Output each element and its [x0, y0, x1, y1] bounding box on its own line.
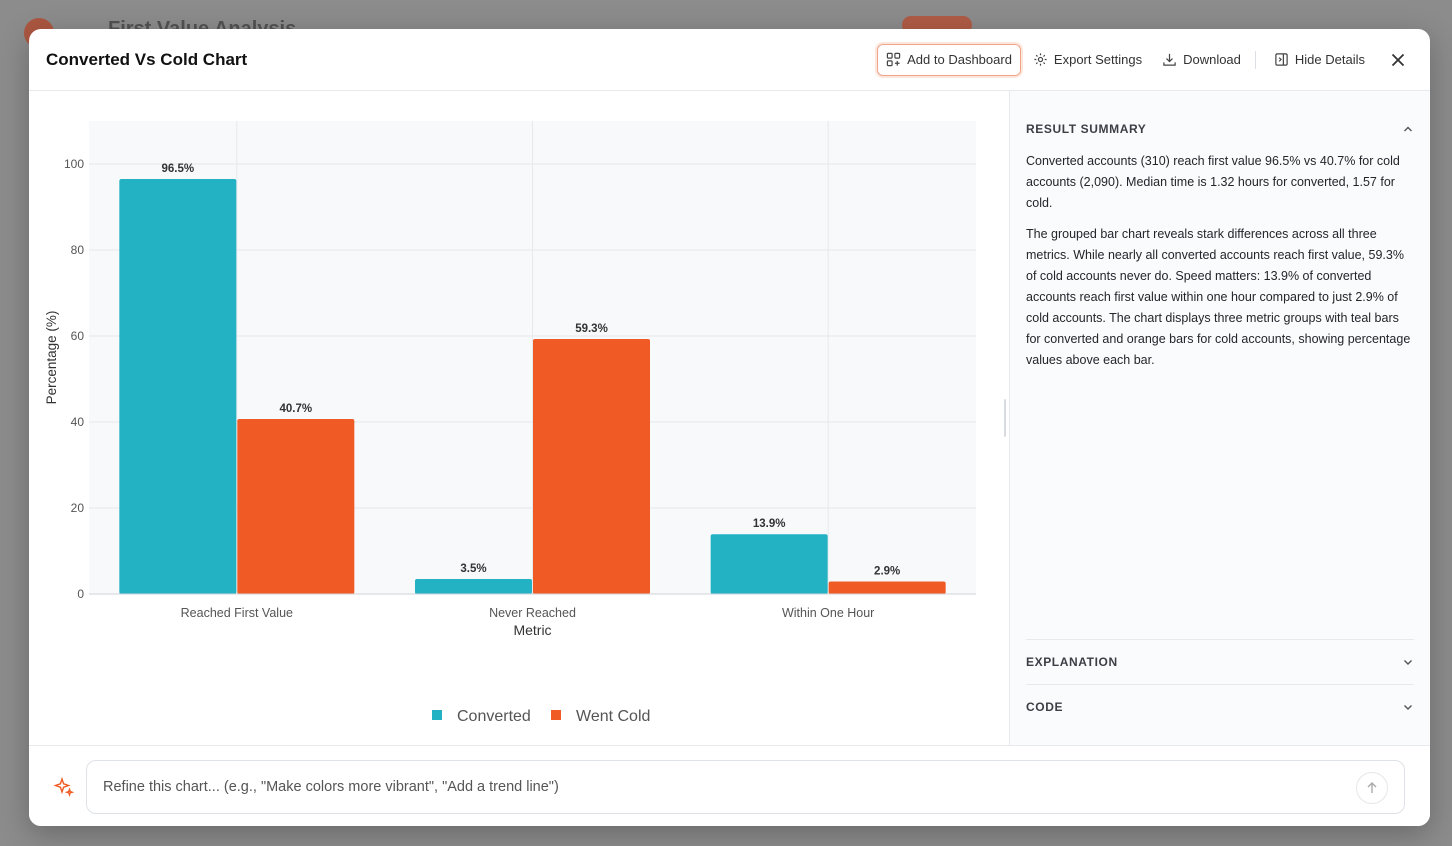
x-axis-title: Metric: [513, 622, 551, 638]
modal-header: Converted Vs Cold Chart Add to Dashboard…: [29, 29, 1430, 91]
data-label: 3.5%: [460, 563, 486, 575]
export-settings-label: Export Settings: [1053, 52, 1143, 67]
refine-chart-input[interactable]: [103, 761, 1343, 813]
bar-went-cold: [533, 339, 650, 594]
code-header[interactable]: CODE: [1026, 685, 1414, 729]
panel-divider: [1009, 91, 1010, 745]
add-to-dashboard-label: Add to Dashboard: [907, 52, 1012, 67]
result-summary-title: RESULT SUMMARY: [1026, 122, 1147, 136]
data-label: 59.3%: [575, 323, 608, 335]
close-button[interactable]: [1383, 45, 1413, 75]
y-tick-label: 60: [71, 329, 85, 343]
bar-went-cold: [828, 581, 946, 594]
details-panel: RESULT SUMMARY Converted accounts (310) …: [1010, 91, 1430, 745]
send-button[interactable]: [1356, 772, 1388, 804]
download-button[interactable]: Download: [1154, 44, 1249, 76]
data-label: 13.9%: [753, 518, 786, 530]
y-tick-label: 80: [71, 243, 85, 257]
chart-modal: Converted Vs Cold Chart Add to Dashboard…: [29, 29, 1430, 826]
bar-converted: [710, 534, 828, 594]
refine-footer: [29, 745, 1430, 826]
close-icon: [1391, 53, 1405, 66]
modal-title: Converted Vs Cold Chart: [46, 49, 248, 69]
header-separator: [1254, 50, 1256, 69]
data-label: 96.5%: [162, 163, 195, 175]
legend-label: Went Cold: [576, 708, 650, 725]
summary-paragraph: Converted accounts (310) reach first val…: [1026, 154, 1400, 210]
chart-area: 0 20 40 60 80 100 96.5% 40.7% Reached First Valu…: [29, 91, 1009, 745]
gear-icon: [1034, 53, 1047, 66]
sparkle-icon: [53, 776, 75, 798]
x-tick-label: Reached First Value: [181, 606, 293, 620]
bar-chart: 0 20 40 60 80 100 96.5% 40.7% Reached First Valu…: [44, 121, 976, 725]
explanation-header[interactable]: EXPLANATION: [1026, 640, 1414, 684]
x-tick-label: Never Reached: [489, 606, 576, 620]
add-to-dashboard-button[interactable]: Add to Dashboard: [877, 43, 1021, 76]
arrow-up-icon: [1367, 782, 1377, 793]
code-section: CODE: [1026, 684, 1414, 729]
panel-collapse-icon: [1275, 53, 1288, 66]
chevron-up-icon: [1404, 126, 1412, 132]
result-summary-text: Converted accounts (310) reach first val…: [1026, 151, 1414, 371]
summary-paragraph: The grouped bar chart reveals stark diff…: [1026, 227, 1411, 367]
y-tick-label: 0: [77, 587, 84, 601]
data-label: 40.7%: [280, 403, 313, 415]
y-tick-label: 40: [71, 415, 85, 429]
download-icon: [1163, 53, 1176, 66]
data-label: 2.9%: [874, 566, 900, 578]
refine-input-box: [86, 760, 1405, 814]
legend-label: Converted: [457, 708, 531, 725]
export-settings-button[interactable]: Export Settings: [1025, 44, 1150, 76]
chevron-down-icon: [1404, 705, 1412, 710]
bar-converted: [119, 179, 237, 595]
resize-handle[interactable]: [1004, 399, 1006, 437]
legend-swatch: [432, 710, 442, 720]
download-label: Download: [1183, 52, 1241, 67]
explanation-title: EXPLANATION: [1026, 655, 1118, 669]
bar-went-cold: [237, 418, 355, 594]
chevron-down-icon: [1404, 660, 1412, 665]
y-tick-label: 20: [71, 501, 85, 515]
x-tick-label: Within One Hour: [782, 606, 874, 620]
bar-converted: [415, 578, 532, 594]
code-title: CODE: [1026, 700, 1064, 714]
y-tick-label: 100: [64, 157, 84, 171]
y-axis-title: Percentage (%): [44, 311, 59, 405]
result-summary-header[interactable]: RESULT SUMMARY: [1026, 117, 1414, 141]
hide-details-button[interactable]: Hide Details: [1266, 44, 1373, 76]
explanation-section: EXPLANATION: [1026, 639, 1414, 684]
legend-swatch: [551, 710, 561, 720]
hide-details-label: Hide Details: [1294, 52, 1365, 67]
dashboard-add-icon: [886, 52, 901, 67]
